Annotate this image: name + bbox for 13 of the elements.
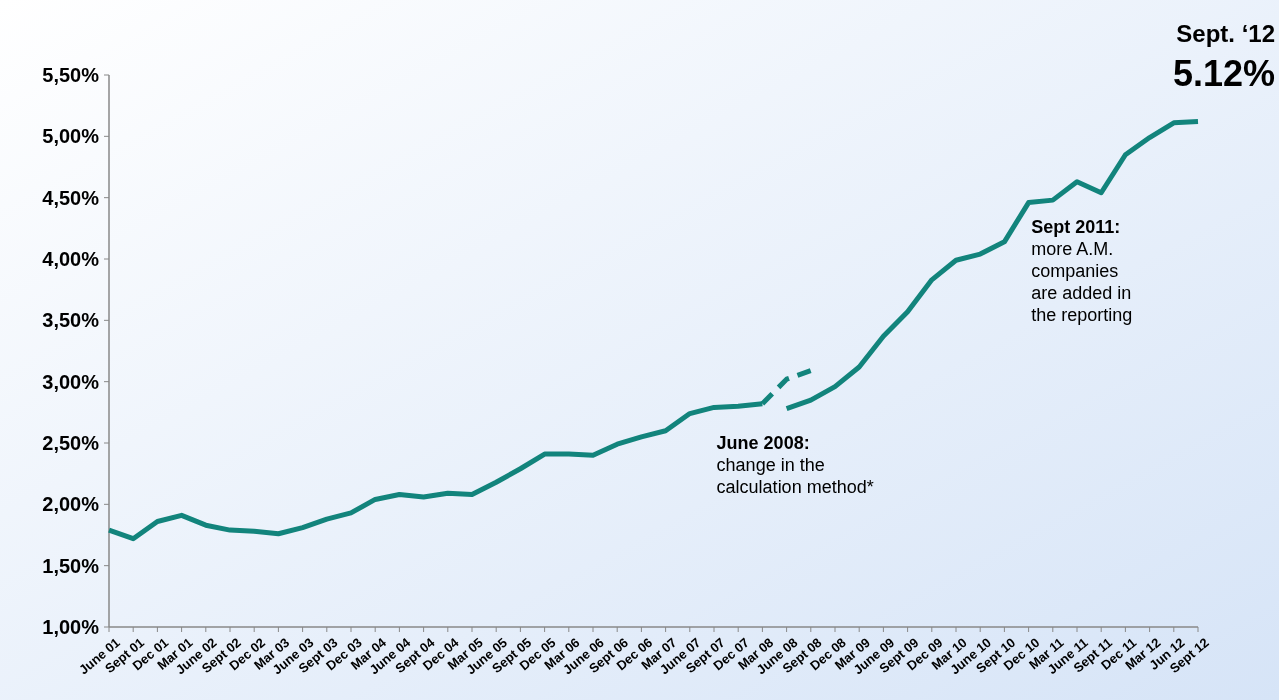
y-tick-label: 2,50%: [42, 432, 100, 454]
y-tick-label: 5,00%: [42, 125, 100, 148]
y-tick-label: 3,00%: [42, 370, 100, 393]
y-tick-label: 3,50%: [42, 309, 100, 332]
y-tick-label: 5,50%: [42, 64, 100, 86]
y-tick-label: 2,00%: [42, 493, 100, 516]
annotation: June 2008: change in the calculation method*: [716, 432, 874, 497]
y-tick-label: 4,00%: [42, 248, 100, 270]
y-tick-label: 1,00%: [42, 616, 100, 638]
annotation: Sept 2011: more A.M. companies are added in the reporting: [1031, 216, 1133, 325]
y-tick-label: 1,50%: [42, 554, 100, 577]
annotation: Sept. ‘12 5.12%: [1172, 19, 1275, 94]
y-tick-label: 4,50%: [42, 186, 100, 209]
